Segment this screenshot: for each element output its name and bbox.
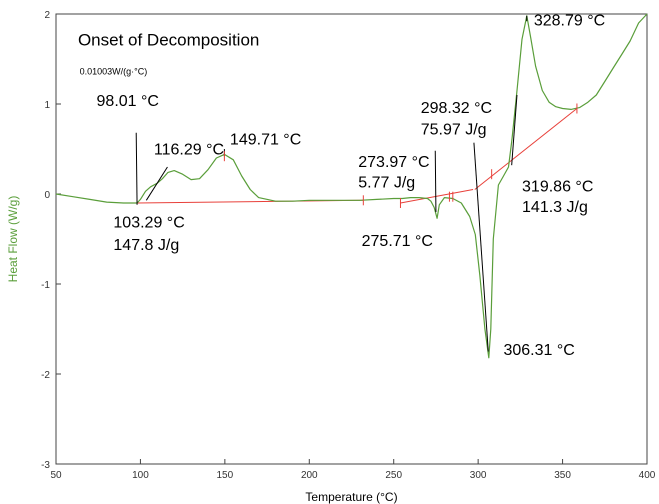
y-axis-label: Heat Flow (W/g): [6, 196, 20, 283]
peak-annotation: 319.86 °C: [522, 178, 593, 195]
peak-annotation: 149.71 °C: [230, 132, 301, 149]
annotation-pointers: [135, 15, 528, 352]
x-tick-label: 150: [217, 470, 234, 481]
axis-ticks: 50 100 150 200 250 300 350 400 -3 -2 -1 0 1 2: [41, 10, 656, 481]
peak-annotation: 275.71 °C: [362, 233, 433, 250]
heat-flow-curve: [55, 13, 648, 359]
scale-note: 0.01003W/(g·°C): [80, 66, 148, 76]
peak-annotation: 103.29 °C: [113, 214, 184, 231]
x-tick-label: 400: [639, 470, 656, 481]
pointer-line: [145, 166, 168, 201]
pointer-line: [473, 142, 489, 352]
x-axis-label: Temperature (°C): [305, 490, 397, 504]
x-tick-label: 250: [385, 470, 402, 481]
x-tick-label: 350: [554, 470, 571, 481]
chart-title: Onset of Decomposition: [78, 31, 259, 50]
y-tick-label: 2: [44, 10, 50, 21]
pointer-line: [511, 94, 518, 166]
plot-border: [55, 13, 648, 465]
annotation-labels: Onset of Decomposition 98.01 °C 116.29 °C 1…: [78, 13, 605, 359]
peak-annotation: 141.3 J/g: [522, 199, 588, 216]
y-tick-label: 1: [44, 100, 50, 111]
x-tick-label: 50: [50, 470, 62, 481]
peak-annotation: 147.8 J/g: [113, 237, 179, 254]
peak-annotation: 5.77 J/g: [358, 175, 415, 192]
y-tick-label: 0: [44, 190, 50, 201]
y-tick-label: -3: [41, 460, 50, 471]
peak-annotation: 98.01 °C: [97, 93, 159, 110]
peak-annotation: 298.32 °C: [421, 100, 492, 117]
baseline-segment: [400, 189, 474, 204]
peak-annotation: 306.31 °C: [503, 342, 574, 359]
peak-annotation: 328.79 °C: [534, 13, 605, 30]
y-tick-label: -2: [41, 370, 50, 381]
pointer-line: [135, 132, 138, 205]
peak-annotation: 116.29 °C: [154, 141, 224, 158]
x-tick-label: 300: [470, 470, 487, 481]
peak-annotation: 273.97 °C: [358, 154, 429, 171]
plot-frame: [55, 13, 648, 465]
pointer-line: [434, 150, 437, 213]
heat-flow-line: [55, 13, 648, 359]
x-tick-label: 200: [301, 470, 318, 481]
y-tick-label: -1: [41, 280, 50, 291]
integration-markers: [223, 103, 578, 208]
peak-annotation: 75.97 J/g: [421, 122, 487, 139]
x-tick-label: 100: [132, 470, 149, 481]
